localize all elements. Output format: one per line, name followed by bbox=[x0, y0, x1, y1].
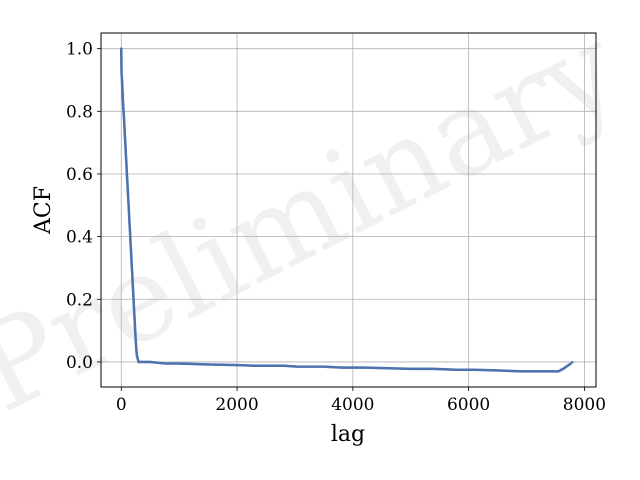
plot-frame bbox=[100, 32, 597, 388]
y-tick-label: 0.8 bbox=[66, 102, 93, 122]
x-tick-label: 2000 bbox=[215, 395, 258, 415]
x-tick-label: 6000 bbox=[447, 395, 490, 415]
watermark-text: Preliminary bbox=[0, 0, 640, 439]
y-tick-label: 0.6 bbox=[66, 165, 93, 185]
y-tick-label: 0.2 bbox=[66, 290, 93, 310]
data-points bbox=[119, 47, 574, 373]
axis-ticks: 0 2000 4000 6000 8000 0.0 0.2 0.4 0.6 0.8 1.0 bbox=[66, 40, 606, 415]
grid-lines bbox=[101, 33, 596, 387]
y-tick-label: 0.0 bbox=[66, 353, 93, 373]
y-tick-label: 1.0 bbox=[66, 40, 93, 60]
y-axis-label: ACF bbox=[31, 186, 56, 235]
x-tick-label: 0 bbox=[116, 395, 127, 415]
x-tick-label: 8000 bbox=[563, 395, 606, 415]
data-point bbox=[570, 360, 574, 364]
data-point bbox=[569, 362, 572, 366]
x-axis-label: lag bbox=[331, 422, 365, 447]
x-tick-label: 4000 bbox=[331, 395, 374, 415]
y-tick-label: 0.4 bbox=[66, 228, 93, 248]
